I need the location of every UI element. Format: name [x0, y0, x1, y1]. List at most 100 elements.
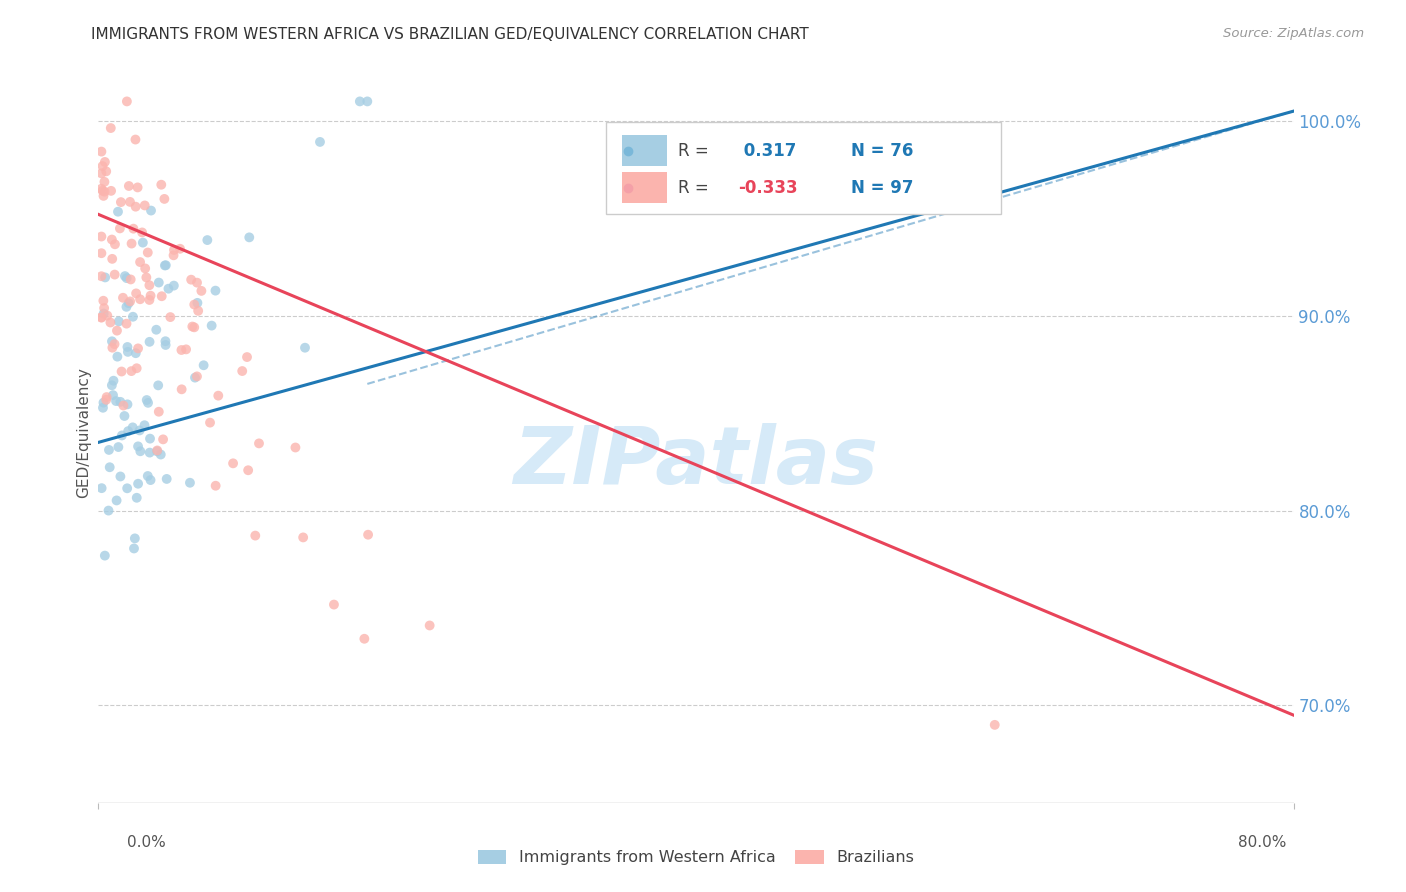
Point: [101, 341, 124, 355]
Point: [122, 541, 145, 556]
Point: [984, 718, 1007, 732]
Point: [357, 527, 380, 541]
Point: [155, 334, 177, 349]
Point: [118, 179, 141, 194]
Point: [120, 272, 142, 286]
Point: [186, 276, 208, 290]
Point: [125, 286, 148, 301]
Point: [187, 303, 209, 318]
Point: [184, 370, 207, 384]
Point: [155, 338, 177, 352]
Point: [245, 528, 267, 542]
Point: [138, 334, 160, 349]
Point: [96, 309, 118, 323]
Point: [181, 319, 204, 334]
Legend: Immigrants from Western Africa, Brazilians: Immigrants from Western Africa, Brazilia…: [478, 849, 914, 865]
Point: [323, 598, 346, 612]
Point: [134, 198, 156, 212]
Point: [121, 420, 143, 434]
Point: [174, 343, 197, 357]
Point: [93, 301, 115, 315]
Point: [153, 192, 176, 206]
Point: [93, 293, 115, 308]
Point: [100, 184, 122, 198]
Point: [110, 195, 132, 210]
Point: [93, 175, 115, 189]
Point: [129, 292, 152, 306]
Point: [127, 476, 149, 491]
Point: [150, 289, 173, 303]
Point: [91, 159, 114, 173]
Point: [139, 203, 162, 218]
Point: [292, 530, 315, 544]
Point: [155, 258, 177, 272]
Point: [238, 230, 260, 244]
Point: [103, 337, 125, 351]
Point: [134, 418, 156, 433]
Point: [93, 307, 115, 321]
Point: [204, 284, 226, 298]
Point: [117, 340, 139, 354]
Point: [183, 320, 205, 334]
Point: [135, 270, 157, 285]
Point: [94, 270, 117, 285]
FancyBboxPatch shape: [621, 172, 668, 203]
Point: [115, 95, 138, 109]
Point: [108, 314, 131, 328]
Point: [132, 235, 155, 250]
Text: -0.333: -0.333: [738, 178, 797, 196]
Point: [198, 416, 221, 430]
Point: [90, 269, 112, 284]
Point: [284, 441, 307, 455]
Point: [91, 401, 114, 415]
Point: [134, 261, 156, 276]
Point: [94, 155, 117, 169]
Point: [204, 479, 226, 493]
Point: [122, 310, 145, 324]
Point: [170, 343, 193, 357]
Point: [162, 248, 184, 262]
Point: [163, 243, 186, 257]
Point: [117, 296, 139, 310]
Point: [97, 442, 120, 457]
Point: [105, 394, 128, 409]
Text: N = 97: N = 97: [852, 178, 914, 196]
Point: [111, 291, 134, 305]
Point: [112, 399, 135, 413]
Point: [107, 440, 129, 454]
Point: [186, 369, 208, 384]
Point: [309, 135, 332, 149]
Point: [139, 288, 162, 302]
Point: [97, 503, 120, 517]
Point: [121, 236, 143, 251]
Point: [163, 278, 186, 293]
Point: [183, 297, 205, 311]
Point: [148, 276, 170, 290]
Point: [157, 282, 180, 296]
Point: [139, 432, 162, 446]
Point: [90, 229, 112, 244]
Point: [231, 364, 253, 378]
Point: [169, 242, 191, 256]
Point: [101, 252, 124, 266]
Point: [104, 268, 127, 282]
Text: 0.0%: 0.0%: [127, 836, 166, 850]
Point: [353, 632, 375, 646]
Point: [125, 491, 148, 505]
Point: [124, 200, 146, 214]
Point: [138, 278, 160, 293]
Point: [115, 271, 138, 285]
Point: [129, 255, 152, 269]
Text: 0.317: 0.317: [738, 142, 796, 160]
Point: [207, 389, 229, 403]
Point: [139, 473, 162, 487]
Point: [96, 164, 118, 178]
Point: [111, 428, 134, 442]
Point: [101, 334, 124, 349]
Point: [148, 378, 170, 392]
Point: [120, 294, 142, 309]
Point: [90, 481, 112, 495]
Point: [105, 324, 128, 338]
Point: [159, 310, 181, 324]
Point: [180, 273, 202, 287]
